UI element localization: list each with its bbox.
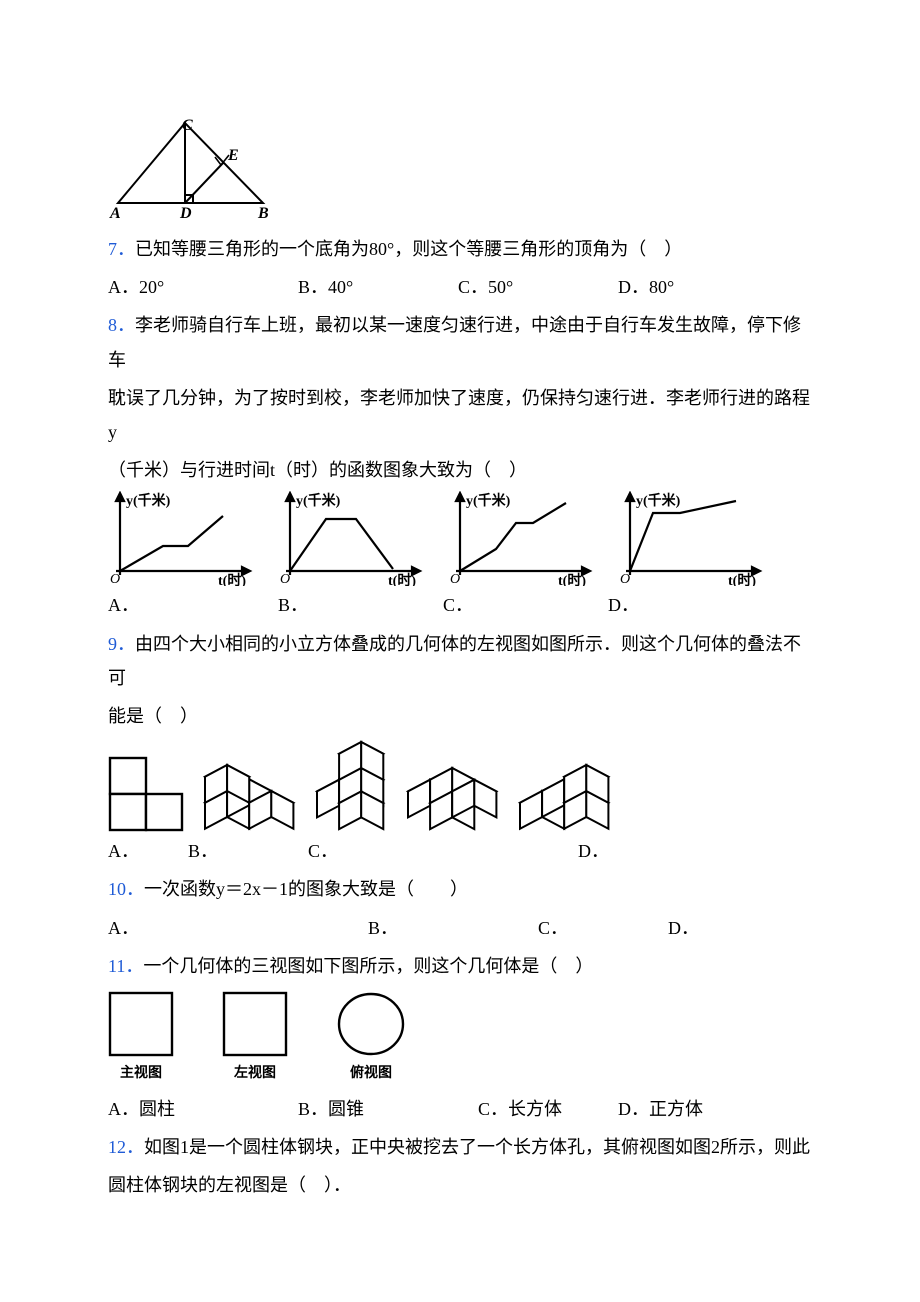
q12: 12．如图1是一个圆柱体钢块，正中央被挖去了一个长方体孔，其俯视图如图2所示，则… <box>108 1130 815 1164</box>
q9-l2: 能是（ ） <box>108 699 815 733</box>
q6-figure: A B D C E <box>108 118 815 218</box>
label-B: B <box>257 205 269 218</box>
q7-opt-B[interactable]: B．40° <box>298 270 458 304</box>
q9-figures <box>108 739 815 832</box>
q8-opt-D[interactable]: D． <box>608 588 639 622</box>
q9-opt-C[interactable]: C． <box>308 834 578 868</box>
q11-number: 11． <box>108 956 143 976</box>
q12-l2: 圆柱体钢块的左视图是（ ）． <box>108 1168 815 1202</box>
q11-top-caption: 俯视图 <box>336 1061 406 1088</box>
q11-opt-C[interactable]: C．长方体 <box>478 1092 618 1126</box>
svg-text:O: O <box>280 572 290 586</box>
q8-labels: A． B． C． D． <box>108 588 815 622</box>
q8-number: 8． <box>108 315 135 335</box>
q7: 7．已知等腰三角形的一个底角为80°，则这个等腰三角形的顶角为（ ） <box>108 232 815 266</box>
q8-opt-A[interactable]: A． <box>108 588 278 622</box>
q10-opt-D[interactable]: D． <box>668 911 699 945</box>
q11-opt-B[interactable]: B．圆锥 <box>298 1092 478 1126</box>
q7-opt-A[interactable]: A．20° <box>108 270 298 304</box>
q8-opt-B[interactable]: B． <box>278 588 443 622</box>
q7-number: 7． <box>108 239 135 259</box>
q11-top-view: 俯视图 <box>336 991 406 1088</box>
q9-iso-C2 <box>405 765 499 832</box>
q10-text: 一次函数y＝2x－1的图象大致是（ ） <box>144 879 468 899</box>
label-E: E <box>227 147 239 164</box>
q11-opt-A[interactable]: A．圆柱 <box>108 1092 298 1126</box>
q11-text: 一个几何体的三视图如下图所示，则这个几何体是（ ） <box>143 956 593 976</box>
q9-number: 9． <box>108 634 135 654</box>
q9-labels: A． B． C． D． <box>108 834 815 868</box>
svg-text:O: O <box>620 572 630 586</box>
q10: 10．一次函数y＝2x－1的图象大致是（ ） <box>108 872 815 906</box>
q12-number: 12． <box>108 1137 144 1157</box>
svg-text:t(时): t(时) <box>388 572 416 586</box>
triangle-diagram: A B D C E <box>108 118 288 218</box>
q9-leftview <box>108 756 184 832</box>
svg-text:y(千米): y(千米) <box>466 492 511 509</box>
q11-left-caption: 左视图 <box>222 1061 288 1088</box>
svg-text:y(千米): y(千米) <box>636 492 681 509</box>
q10-opt-A[interactable]: A． <box>108 911 368 945</box>
svg-text:y(千米): y(千米) <box>126 492 171 509</box>
q11-left-view: 左视图 <box>222 991 288 1088</box>
q7-text: 已知等腰三角形的一个底角为80°，则这个等腰三角形的顶角为（ ） <box>135 239 682 259</box>
q8-l2: 耽误了几分钟，为了按时到校，李老师加快了速度，仍保持匀速行进．李老师行进的路程y <box>108 381 815 449</box>
q9-opt-B[interactable]: B． <box>188 834 308 868</box>
svg-text:y(千米): y(千米) <box>296 492 341 509</box>
q11-opt-D[interactable]: D．正方体 <box>618 1092 703 1126</box>
q9-opt-D[interactable]: D． <box>578 834 609 868</box>
q8-graphs: y(千米) t(时) Oy(千米) t(时) Oy(千米) t(时) Oy(千米) t(时) O <box>108 491 815 586</box>
q12-l1: 如图1是一个圆柱体钢块，正中央被挖去了一个长方体孔，其俯视图如图2所示，则此 <box>144 1137 810 1157</box>
q8-l3: （千米）与行进时间t（时）的函数图象大致为（ ） <box>108 453 815 487</box>
label-A: A <box>109 205 121 218</box>
q8-opt-C[interactable]: C． <box>443 588 608 622</box>
q8: 8．李老师骑自行车上班，最初以某一速度匀速行进，中途由于自行车发生故障，停下修车 <box>108 308 815 376</box>
label-C: C <box>182 118 193 134</box>
svg-text:O: O <box>110 572 120 586</box>
q9-opt-A[interactable]: A． <box>108 834 188 868</box>
q11-options: A．圆柱 B．圆锥 C．长方体 D．正方体 <box>108 1092 815 1126</box>
q9: 9．由四个大小相同的小立方体叠成的几何体的左视图如图所示．则这个几何体的叠法不可 <box>108 627 815 695</box>
q7-options: A．20° B．40° C．50° D．80° <box>108 270 815 304</box>
q9-l1: 由四个大小相同的小立方体叠成的几何体的左视图如图所示．则这个几何体的叠法不可 <box>108 634 801 688</box>
q7-opt-C[interactable]: C．50° <box>458 270 618 304</box>
q11: 11．一个几何体的三视图如下图所示，则这个几何体是（ ） <box>108 949 815 983</box>
svg-text:O: O <box>450 572 460 586</box>
q9-iso-D <box>517 762 611 832</box>
q10-number: 10． <box>108 879 144 899</box>
q10-labels: A． B． C． D． <box>108 911 815 945</box>
q9-iso-C <box>314 739 386 832</box>
q11-front-caption: 主视图 <box>108 1061 174 1088</box>
svg-text:t(时): t(时) <box>728 572 756 586</box>
q10-opt-C[interactable]: C． <box>538 911 668 945</box>
q11-front-view: 主视图 <box>108 991 174 1088</box>
q8-l1: 李老师骑自行车上班，最初以某一速度匀速行进，中途由于自行车发生故障，停下修车 <box>108 315 801 369</box>
svg-text:t(时): t(时) <box>558 572 586 586</box>
svg-text:t(时): t(时) <box>218 572 246 586</box>
q9-iso-B <box>202 762 296 832</box>
label-D: D <box>179 205 192 218</box>
q11-views: 主视图 左视图 俯视图 <box>108 991 815 1088</box>
q7-opt-D[interactable]: D．80° <box>618 270 674 304</box>
q10-opt-B[interactable]: B． <box>368 911 538 945</box>
